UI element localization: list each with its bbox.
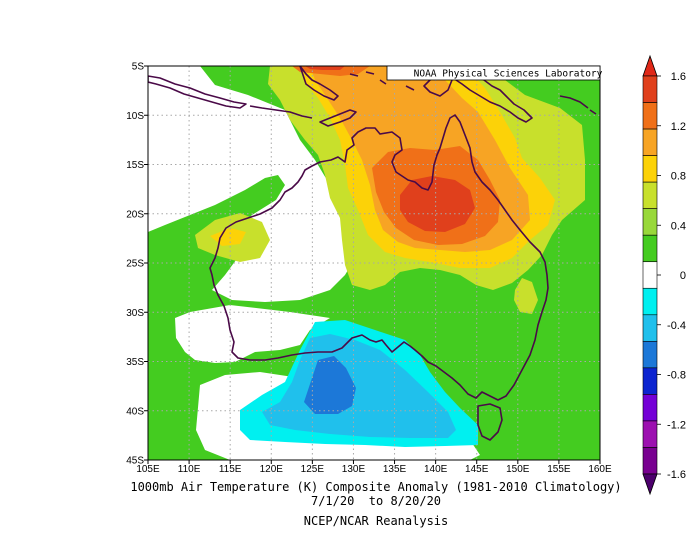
contour-red [400,176,475,232]
colorbar-bin [642,394,658,422]
colorbar-bin [642,234,658,263]
contour-yellowgreen-east [514,278,538,314]
contour-red-top [305,66,345,70]
colorbar-bin [642,261,658,289]
map-title: 1000mb Air Temperature (K) Composite Ano… [130,480,622,494]
lon-tick-label: 115E [219,464,242,475]
lat-tick-label: 10S [126,111,144,122]
lon-tick-label: 105E [136,464,160,475]
lon-tick-label: 130E [342,464,366,475]
colorbar-bin [642,367,658,395]
contour-white-indian-ocean [148,66,360,302]
lon-tick-label: 160E [588,464,612,475]
timor-coastline [319,109,357,127]
colorbar-bin [642,208,658,236]
colorbar-label: -1.6 [667,469,686,481]
lat-lon-grid [148,66,600,460]
axes: 105E 110E 115E 120E 125E 130E 135E 140E 145E 150E… [126,62,612,476]
colorbar-bin [642,314,658,342]
colorbar: 1.6 1.2 0.8 0.4 0 -0.4 -0.8 -1.2 -1.6 [642,54,686,496]
colorbar-bin [642,155,658,183]
colorbar-label: 0 [680,270,686,282]
colorbar-bin [642,128,658,156]
data-source: NCEP/NCAR Reanalysis [303,514,449,528]
lon-tick-label: 120E [260,464,284,475]
colorbar-bin [642,287,658,316]
lesser-sunda-islands [249,105,313,119]
contour-blue [304,356,356,414]
colorbar-label: -1.2 [667,419,686,431]
lon-tick-label: 150E [506,464,530,475]
date-range: 7/1/20 to 8/20/20 [310,494,442,508]
lat-tick-label: 20S [126,209,144,220]
borneo-java-coastline [148,75,247,109]
australia-coastline [209,114,549,401]
colorbar-label: -0.8 [667,370,686,382]
colorbar-label: 0.4 [671,220,686,232]
lon-tick-label: 135E [383,464,407,475]
credit-label: NOAA Physical Sciences Laboratory [414,69,603,80]
colorbar-bin [642,447,658,475]
colorbar-bin [642,102,658,130]
sulawesi-coastline [299,66,339,101]
lon-tick-label: 145E [465,464,489,475]
credit-box [386,65,601,81]
lat-tick-label: 15S [126,160,144,171]
tasmania-coastline [477,403,503,441]
anomaly-contours [148,66,600,460]
lat-tick-label: 30S [126,308,144,319]
colorbar-label: 1.2 [671,121,686,133]
colorbar-bin [642,420,658,448]
colorbar-bin [642,181,658,209]
lat-tick-label: 40S [126,406,144,417]
solomon-islands [559,95,597,115]
lat-tick-label: 25S [126,259,144,270]
colorbar-bottom-arrow [642,473,658,496]
colorbar-label: 0.8 [671,171,686,183]
lat-tick-label: 5S [132,62,145,73]
contour-white-southwest [175,305,330,363]
lat-tick-label: 35S [126,357,144,368]
colorbar-bin [642,341,658,369]
lon-tick-label: 140E [424,464,448,475]
colorbar-label: 1.6 [671,71,686,83]
colorbar-bin [642,75,658,103]
lon-tick-label: 110E [178,464,201,475]
lat-tick-label: 45S [126,456,144,467]
lon-tick-label: 155E [547,464,571,475]
maluku-islands [349,71,415,91]
colorbar-label: -0.4 [667,320,686,332]
lon-tick-label: 125E [301,464,325,475]
contour-light-blue [262,334,456,438]
colorbar-top-arrow [642,54,658,77]
